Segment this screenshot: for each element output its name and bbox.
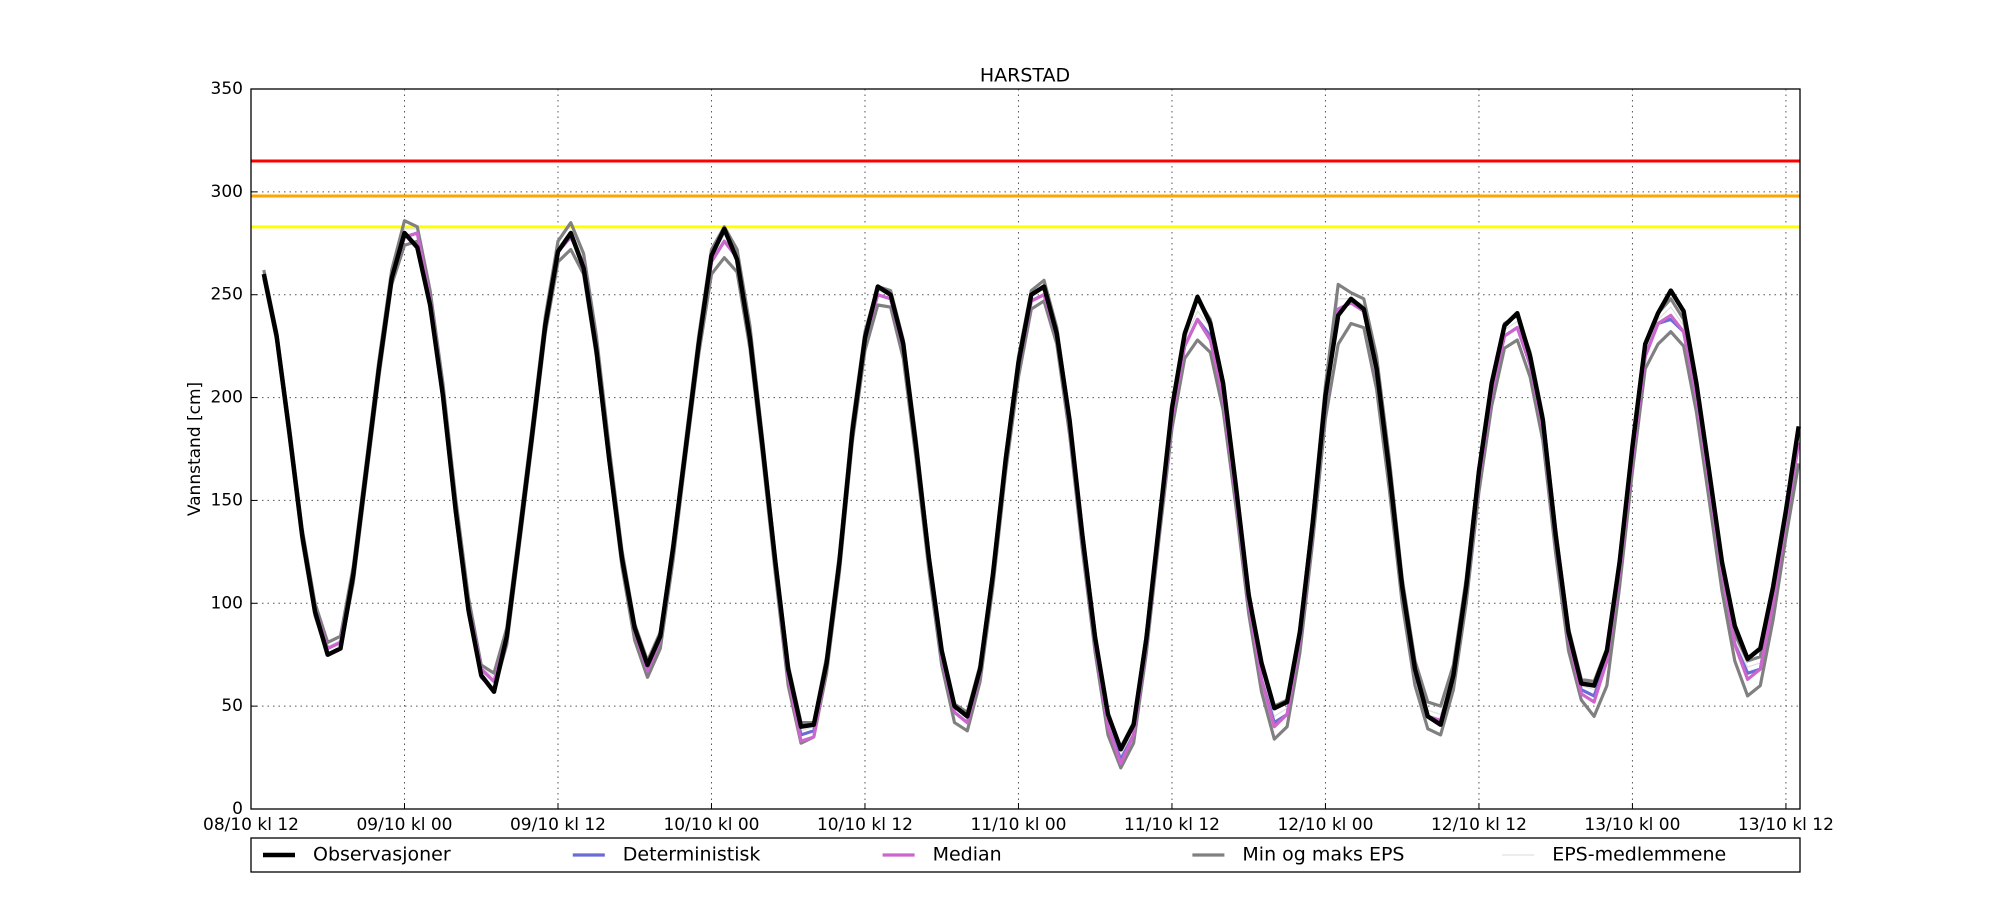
x-tick-label: 10/10 kl 00 <box>663 815 759 835</box>
legend-text: Observasjoner <box>313 844 451 866</box>
x-tick-label: 13/10 kl 00 <box>1584 815 1680 835</box>
x-tick-label: 12/10 kl 12 <box>1431 815 1527 835</box>
x-tick-label: 09/10 kl 12 <box>510 815 606 835</box>
y-axis-label: Vannstand [cm] <box>185 382 205 516</box>
plot-frame <box>250 88 1801 810</box>
series-line <box>261 226 1801 752</box>
legend-text: Median <box>933 844 1002 866</box>
y-tick-label: 250 <box>211 285 243 305</box>
x-tick-label: 13/10 kl 12 <box>1738 815 1834 835</box>
legend-text: EPS-medlemmene <box>1552 844 1726 866</box>
y-tick-label: 50 <box>221 696 243 716</box>
x-tick-label: 12/10 kl 00 <box>1277 815 1373 835</box>
y-tick-label: 200 <box>211 388 243 408</box>
x-tick-label: 09/10 kl 00 <box>356 815 452 835</box>
legend-text: Deterministisk <box>623 844 761 866</box>
y-tick-label: 150 <box>211 490 243 510</box>
chart-title: HARSTAD <box>980 65 1070 87</box>
y-tick-label: 0 <box>232 799 243 819</box>
y-tick-label: 100 <box>211 593 243 613</box>
legend-box <box>250 837 1801 873</box>
y-tick-label: 350 <box>211 79 243 99</box>
x-tick-label: 11/10 kl 00 <box>970 815 1066 835</box>
x-tick-label: 08/10 kl 12 <box>203 815 299 835</box>
y-tick-label: 300 <box>211 182 243 202</box>
legend-text: Min og maks EPS <box>1242 844 1404 866</box>
x-tick-label: 10/10 kl 12 <box>817 815 913 835</box>
x-tick-label: 11/10 kl 12 <box>1124 815 1220 835</box>
